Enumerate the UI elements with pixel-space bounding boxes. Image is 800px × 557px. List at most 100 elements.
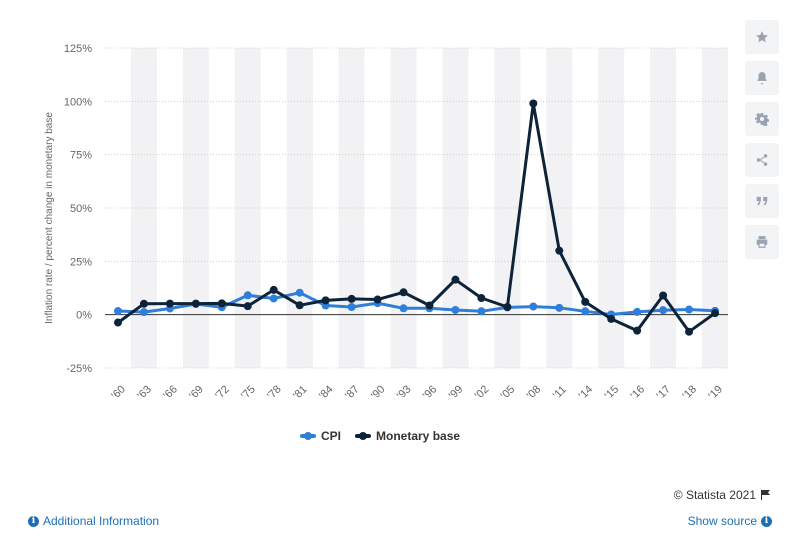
- data-point-monetary-base: [503, 302, 512, 311]
- x-tick-label: '90: [369, 383, 388, 402]
- x-tick-label: '93: [395, 383, 414, 402]
- data-point-monetary-base: [217, 299, 226, 308]
- statista-credit: © Statista 2021: [674, 488, 772, 502]
- data-point-monetary-base: [555, 246, 564, 255]
- x-tick-label: '19: [706, 383, 725, 402]
- data-point-monetary-base: [529, 99, 538, 108]
- series-line-cpi: [116, 291, 717, 316]
- gear-icon: [755, 112, 769, 126]
- additional-information-label: Additional Information: [43, 514, 160, 528]
- x-tick-label: '69: [187, 383, 206, 402]
- legend-swatch-cpi: [300, 432, 316, 440]
- series-line-monetary-base: [116, 102, 717, 334]
- additional-information-link[interactable]: i Additional Information: [28, 514, 159, 528]
- x-tick-label: '81: [291, 383, 310, 402]
- data-point-cpi: [633, 307, 642, 316]
- plot-band: [546, 48, 573, 368]
- x-tick-label: '14: [577, 383, 596, 402]
- legend-swatch-monetary-base: [355, 432, 372, 440]
- data-point-cpi: [451, 305, 460, 314]
- x-tick-label: '72: [213, 383, 232, 402]
- print-icon: [756, 236, 768, 248]
- side-toolbar: [745, 20, 779, 259]
- data-point-monetary-base: [633, 326, 642, 335]
- share-icon: [756, 154, 768, 166]
- notification-button[interactable]: [745, 61, 779, 95]
- x-tick-label: '11: [551, 384, 569, 402]
- data-point-cpi: [269, 294, 278, 303]
- flag-icon: [761, 490, 770, 500]
- data-point-monetary-base: [659, 291, 668, 300]
- data-point-cpi: [347, 302, 356, 311]
- data-point-monetary-base: [191, 299, 200, 308]
- x-axis-ticks: '60 '63 '66 '69 '72 '75 '78 '81 '84 '87 '90 '93 '96 '…: [109, 383, 725, 402]
- data-point-cpi: [477, 307, 486, 316]
- legend-item-monetary-base[interactable]: Monetary base: [355, 429, 460, 443]
- x-tick-label: '16: [629, 383, 648, 402]
- share-button[interactable]: [745, 143, 779, 177]
- plot-band: [442, 48, 469, 368]
- settings-button[interactable]: [745, 102, 779, 136]
- data-point-monetary-base: [269, 285, 278, 294]
- data-point-cpi: [243, 291, 252, 300]
- y-tick-label: 0%: [76, 310, 92, 322]
- data-point-cpi: [399, 304, 408, 313]
- show-source-link[interactable]: Show source i: [688, 514, 772, 528]
- x-tick-label: '78: [265, 383, 284, 402]
- x-tick-label: '05: [499, 383, 518, 402]
- data-point-cpi: [659, 306, 668, 315]
- x-tick-label: '15: [603, 383, 622, 402]
- data-point-monetary-base: [399, 288, 408, 297]
- legend-label-cpi: CPI: [321, 429, 342, 443]
- data-point-monetary-base: [477, 294, 486, 303]
- x-tick-label: '99: [447, 383, 466, 402]
- plot-band: [234, 48, 261, 368]
- data-point-cpi: [555, 303, 564, 312]
- x-tick-label: '60: [109, 383, 128, 402]
- data-point-monetary-base: [113, 318, 122, 327]
- data-point-monetary-base: [321, 296, 330, 305]
- y-tick-label: 100%: [64, 96, 92, 108]
- data-point-cpi: [139, 308, 148, 317]
- data-point-monetary-base: [685, 327, 694, 336]
- show-source-label: Show source: [687, 514, 757, 528]
- plot-band: [390, 48, 417, 368]
- bell-icon: [757, 72, 767, 85]
- legend-label-monetary-base: Monetary base: [376, 429, 461, 443]
- data-point-monetary-base: [607, 314, 616, 323]
- x-tick-label: '02: [473, 383, 492, 402]
- data-point-monetary-base: [451, 275, 460, 284]
- y-tick-label: 75%: [70, 150, 92, 162]
- x-tick-label: '66: [161, 383, 180, 402]
- data-point-cpi: [685, 305, 694, 314]
- plot-band: [286, 48, 313, 368]
- data-point-monetary-base: [165, 299, 174, 308]
- x-tick-label: '63: [135, 383, 154, 402]
- data-point-monetary-base: [139, 299, 148, 308]
- legend-item-cpi[interactable]: CPI: [300, 429, 341, 443]
- data-point-monetary-base: [711, 309, 720, 318]
- series-layer: [113, 99, 720, 336]
- y-axis-title: Inflation rate / percent change in monet…: [44, 112, 55, 324]
- quote-icon: [756, 196, 768, 206]
- x-tick-label: '08: [525, 383, 544, 402]
- y-tick-label: 25%: [70, 256, 92, 268]
- data-point-monetary-base: [295, 301, 304, 310]
- x-tick-label: '75: [239, 383, 258, 402]
- data-point-cpi: [113, 307, 122, 316]
- x-tick-label: '17: [654, 383, 673, 402]
- data-point-monetary-base: [373, 295, 382, 304]
- x-tick-label: '96: [421, 383, 440, 402]
- series-monetary-base: [113, 99, 720, 336]
- data-point-cpi: [581, 307, 590, 316]
- favorite-button[interactable]: [745, 20, 779, 54]
- y-tick-label: 125%: [64, 43, 92, 55]
- y-tick-label: -25%: [66, 363, 92, 375]
- print-button[interactable]: [745, 225, 779, 259]
- info-icon: i: [28, 515, 39, 527]
- data-point-monetary-base: [347, 294, 356, 303]
- cite-button[interactable]: [745, 184, 779, 218]
- y-axis-ticks: 125% 100% 75% 50% 25% 0% -25%: [64, 43, 92, 375]
- x-tick-label: '18: [680, 383, 699, 402]
